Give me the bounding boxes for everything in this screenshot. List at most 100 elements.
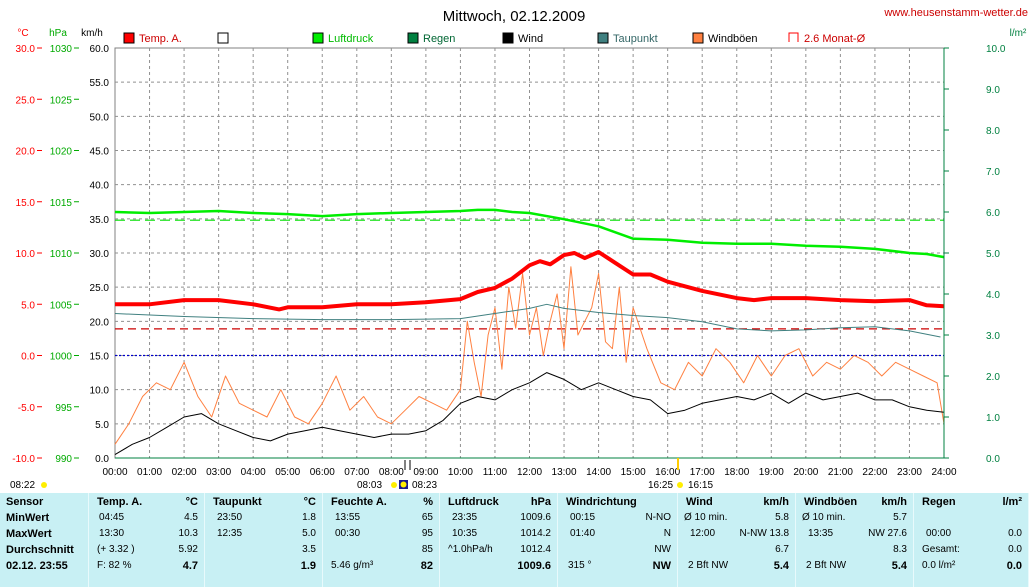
pressure-tick-label: 1005 (50, 300, 73, 311)
dew-min: 1.8 (302, 512, 316, 523)
time-tick-label: 15:00 (621, 467, 646, 478)
sensor-row-min: MinWert (6, 512, 50, 524)
sensor-row-max: MaxWert (6, 528, 52, 540)
pressure-tick-label: 1015 (50, 198, 73, 209)
temp-unit: °C (185, 496, 198, 508)
temp-tick-label: 25.0 (16, 95, 36, 106)
legend-swatch (502, 32, 514, 44)
wind-tick-label: 40.0 (90, 181, 110, 192)
moon-time-label: 08:23 (412, 480, 437, 491)
time-tick-label: 18:00 (724, 467, 749, 478)
time-tick-label: 00:00 (102, 467, 127, 478)
legend-swatch (692, 32, 704, 44)
time-tick-label: 06:00 (310, 467, 335, 478)
gust-unit: km/h (881, 496, 907, 508)
chart-legend: Temp. A. Luftdruck Regen Wind Taupunkt Windbö… (123, 32, 866, 45)
rain-r2b: 0.0 (1008, 528, 1022, 539)
legend-label: Luftdruck (328, 33, 374, 45)
time-tick-label: 05:00 (275, 467, 300, 478)
wind-tick-label: 15.0 (90, 352, 110, 363)
chart-series (114, 208, 945, 459)
gust-r1b: 5.7 (893, 512, 907, 523)
legend-swatch (123, 32, 135, 44)
dew-current: 1.9 (300, 560, 316, 572)
dew-unit: °C (303, 496, 316, 508)
sunrise-icon (391, 482, 397, 488)
pressure-tick-label: 1025 (50, 95, 73, 106)
winddir-max-time: 01:40 (570, 528, 596, 539)
legend-swatch (407, 32, 419, 44)
dew-avg: 3.5 (302, 544, 316, 555)
winddir-title: Windrichtung (566, 496, 637, 508)
gust-title: Windböen (804, 496, 858, 508)
pressure-tick-label: 1020 (50, 147, 73, 158)
temp-current: 4.7 (182, 560, 198, 572)
rain-tick-label: 2.0 (986, 372, 1000, 383)
winddir-max: N (663, 528, 671, 539)
time-tick-label: 11:00 (483, 467, 508, 478)
wind-tick-label: 60.0 (90, 44, 110, 55)
winddir-avg: NW (654, 544, 671, 555)
rain-tick-label: 5.0 (986, 249, 1000, 260)
time-tick-label: 08:00 (379, 467, 404, 478)
rain-title: Regen (922, 496, 956, 508)
temp-tick-label: 10.0 (16, 249, 36, 260)
series-luftdruck (114, 208, 945, 259)
stats-temp-panel: Temp. A. °C 04:45 4.5 13:30 10.3 (+ 3.32 ) 5… (89, 493, 205, 587)
wind-tick-label: 55.0 (90, 78, 110, 89)
sunrise-label: 08:22 (10, 480, 35, 491)
time-tick-label: 16:00 (655, 467, 680, 478)
time-tick-label: 03:00 (206, 467, 231, 478)
series-wind (114, 372, 945, 456)
site-url[interactable]: www.heusenstamm-wetter.de (883, 7, 1028, 19)
sensor-date: 02.12. 23:55 (6, 560, 68, 572)
chart-title: Mittwoch, 02.12.2009 (443, 8, 586, 25)
wind-r1a: Ø 10 min. (684, 512, 728, 523)
humidity-avg: 85 (421, 544, 433, 555)
winddir-deg: 315 ° (568, 560, 592, 571)
legend-swatch (788, 32, 799, 42)
wind-tick-label: 45.0 (90, 147, 110, 158)
humidity-min-time: 13:55 (335, 512, 361, 523)
wind-tick-label: 10.0 (90, 386, 110, 397)
pressure-tick-label: 1030 (50, 44, 73, 55)
winddir-min-time: 00:15 (570, 512, 596, 523)
time-tick-label: 10:00 (448, 467, 473, 478)
legend-label: Taupunkt (613, 33, 658, 45)
wind-tick-label: 50.0 (90, 112, 110, 123)
weather-chart: 00:00 01:00 02:00 03:00 04:00 05:00 06:00 07:00… (10, 7, 1028, 491)
rain-r3b: 0.0 (1008, 544, 1022, 555)
rain-r4a: 0.0 l/m² (922, 560, 956, 571)
wind-r2a: 12:00 (690, 528, 716, 539)
temp-max: 10.3 (178, 528, 198, 539)
pressure-tick-label: 1010 (50, 249, 73, 260)
wind-tick-label: 30.0 (90, 249, 110, 260)
moon-disc-icon (400, 481, 407, 488)
pressure-max-time: 10:35 (452, 528, 478, 539)
stats-winddir-panel: Windrichtung 00:15 N-NO 01:40 N NW 315 ° NW (558, 493, 678, 587)
pressure-current: 1009.6 (517, 560, 551, 572)
time-tick-label: 22:00 (862, 467, 887, 478)
sun-icon (41, 482, 47, 488)
time-tick-label: 01:00 (137, 467, 162, 478)
series-windb-en (114, 266, 945, 445)
pressure-trend: ^1.0hPa/h (448, 544, 493, 555)
humidity-current: 82 (420, 560, 433, 572)
wind-tick-label: 25.0 (90, 283, 110, 294)
legend-label: 2.6 Monat-Ø (804, 33, 866, 45)
chart-grid (114, 47, 945, 459)
time-tick-label: 12:00 (517, 467, 542, 478)
temp-avg-note: (+ 3.32 ) (97, 544, 135, 555)
stats-rain-panel: Regen l/m² 00:00 0.0 Gesamt: 0.0 0.0 l/m² 0.… (914, 493, 1029, 587)
stats-pressure-panel: Luftdruck hPa 23:35 1009.6 10:35 1014.2 ^1.… (440, 493, 558, 587)
humidity-min: 65 (421, 512, 433, 523)
stats-humidity-panel: Feuchte A.% 13:55 65 00:30 95 85 5.46 g/m³… (323, 493, 440, 587)
humidity-abs: 5.46 g/m³ (331, 560, 374, 571)
sunset-time-label: 16:15 (688, 480, 713, 491)
rain-tick-label: 6.0 (986, 208, 1000, 219)
rain-r3a: Gesamt: (922, 544, 960, 555)
temp-title: Temp. A. (97, 496, 143, 508)
time-tick-label: 14:00 (586, 467, 611, 478)
sunset-icon (677, 482, 683, 488)
temp-tick-label: -10.0 (12, 454, 35, 465)
